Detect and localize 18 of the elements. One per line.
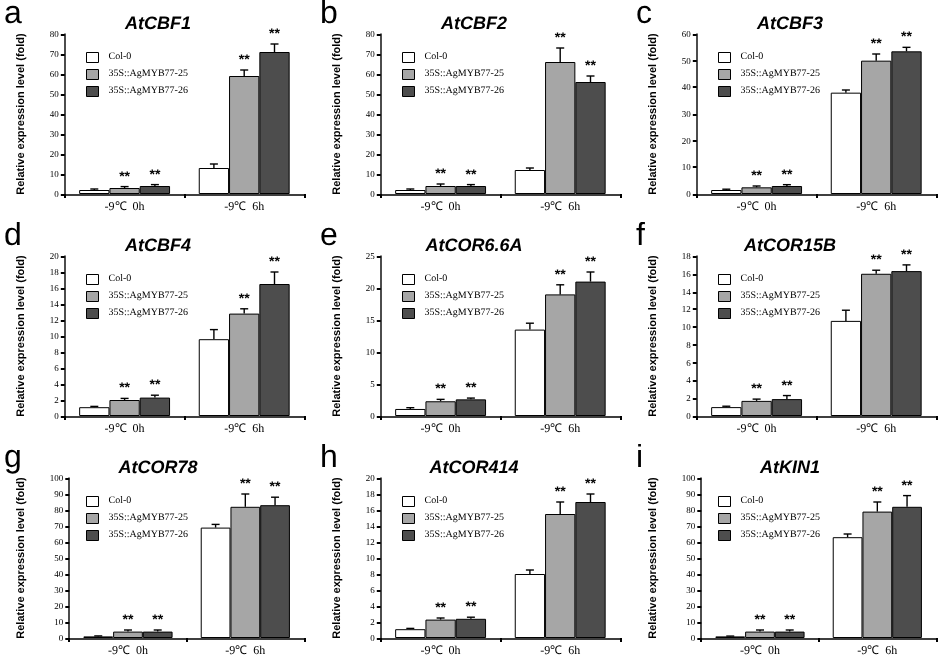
chart-title: AtCBF2	[439, 13, 507, 33]
chart-title: AtCBF4	[123, 235, 191, 255]
text: i	[636, 441, 644, 475]
chart-title: AtCOR78	[116, 457, 198, 477]
chart-title: AtCBF3	[755, 13, 823, 33]
chart-title: AtCBF1	[123, 13, 191, 33]
text: a	[4, 0, 22, 31]
chart-title: AtCOR15B	[741, 235, 837, 255]
text: d	[4, 219, 22, 253]
text: c	[636, 0, 652, 31]
text: f	[636, 219, 646, 253]
chart-title: AtCOR414	[427, 457, 519, 477]
text: e	[320, 219, 338, 253]
chart-title: AtKIN1	[757, 457, 821, 477]
text: b	[320, 0, 338, 31]
text: g	[4, 441, 22, 475]
text: h	[320, 441, 338, 475]
chart-title: AtCOR6.6A	[423, 235, 523, 255]
